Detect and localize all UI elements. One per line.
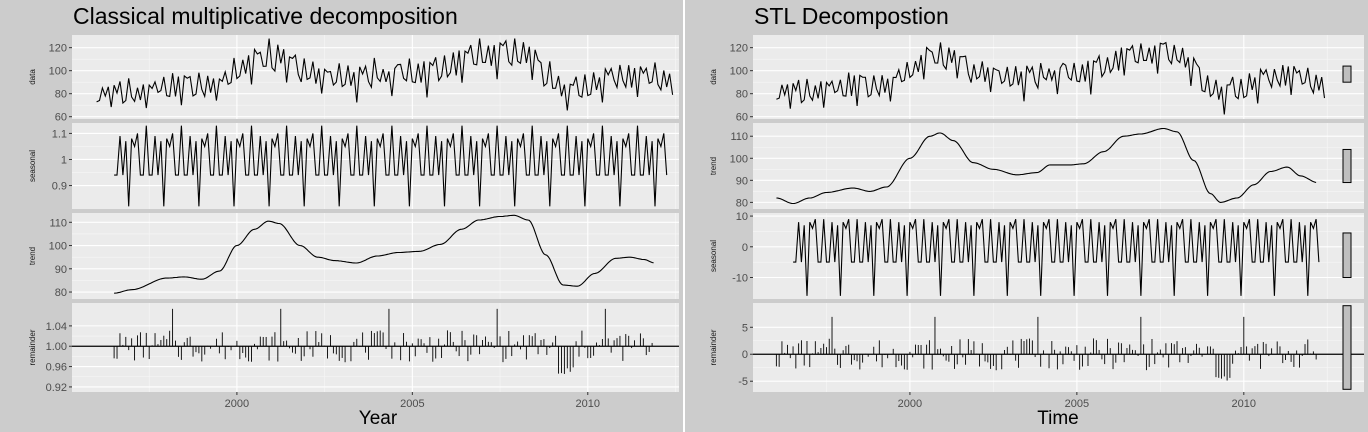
y-tick-label: 80 — [736, 197, 748, 209]
range-bar-remainder — [1342, 305, 1352, 390]
classical-decomposition-panel: Classical multiplicative decomposition 6… — [0, 0, 683, 432]
facet-label-seasonal: seasonal — [709, 240, 718, 272]
facet-background-remainder — [753, 303, 1364, 392]
facet-label-seasonal: seasonal — [28, 150, 37, 182]
y-tick-label: 10 — [736, 211, 748, 223]
facet-label-remainder: remainder — [709, 329, 718, 365]
y-tick-label: 0 — [742, 242, 748, 254]
y-tick-label: 100 — [730, 66, 748, 78]
x-axis-title: Time — [1037, 408, 1079, 429]
chart-title: STL Decompostion — [754, 3, 949, 29]
facet-label-trend: trend — [709, 157, 718, 175]
y-tick-label: 0.96 — [46, 362, 67, 374]
x-tick-label: 2005 — [1065, 398, 1089, 410]
x-tick-label: 2000 — [225, 398, 249, 410]
y-tick-label: 1.00 — [46, 341, 67, 353]
data-series-line — [96, 38, 674, 111]
y-tick-label: 80 — [55, 287, 67, 299]
y-tick-label: 0.92 — [46, 382, 67, 394]
y-tick-label: 100 — [49, 241, 67, 253]
x-axis-title: Year — [358, 408, 398, 429]
y-tick-label: 1.04 — [46, 321, 67, 333]
chart-title: Classical multiplicative decomposition — [73, 3, 458, 29]
seasonal-series-line — [793, 218, 1320, 296]
y-tick-label: 120 — [49, 43, 67, 55]
y-tick-label: 90 — [55, 264, 67, 276]
seasonal-series-line — [114, 125, 668, 207]
facet-label-data: data — [28, 69, 37, 85]
range-bar-trend — [1342, 148, 1352, 184]
facet-background-trend — [753, 123, 1364, 209]
y-tick-label: 0.9 — [52, 181, 67, 193]
y-tick-label: 110 — [730, 131, 748, 143]
y-tick-label: 90 — [736, 175, 748, 187]
stl-decomposition-chart: 60 80 100 120 data 80 90 100 110 trend -10 0 10 seaso… — [709, 35, 1364, 410]
facet-label-trend: trend — [28, 247, 37, 265]
facet-background-remainder — [72, 303, 679, 392]
x-tick-label: 2010 — [1232, 398, 1256, 410]
trend-series-line — [114, 214, 654, 294]
y-tick-label: 5 — [742, 322, 748, 334]
facet-label-data: data — [709, 69, 718, 85]
x-tick-label: 2000 — [898, 398, 922, 410]
y-tick-label: -10 — [732, 273, 748, 285]
y-tick-label: 80 — [736, 89, 748, 101]
range-bar-seasonal — [1342, 232, 1352, 278]
y-tick-label: 0 — [742, 349, 748, 361]
trend-series-line — [776, 127, 1317, 205]
y-tick-label: 100 — [730, 153, 748, 165]
x-tick-label: 2005 — [400, 398, 424, 410]
y-tick-label: -5 — [738, 376, 748, 388]
facet-label-remainder: remainder — [28, 329, 37, 365]
y-tick-label: 60 — [55, 112, 67, 124]
y-tick-label: 120 — [730, 43, 748, 55]
classical-decomposition-chart: 60 80 100 120 data 0.9 1 1.1 seasonal 80 90 100 110 t… — [28, 35, 679, 410]
stl-decomposition-panel: STL Decompostion 60 80 100 120 data 80 90 100 11… — [685, 0, 1368, 432]
range-bar-data — [1342, 65, 1352, 83]
y-tick-label: 60 — [736, 112, 748, 124]
data-series-line — [776, 41, 1326, 115]
y-tick-label: 1.1 — [52, 128, 67, 140]
y-tick-label: 80 — [55, 89, 67, 101]
y-tick-label: 110 — [49, 217, 67, 229]
y-tick-label: 100 — [49, 66, 67, 78]
y-tick-label: 1 — [61, 154, 67, 166]
x-tick-label: 2010 — [576, 398, 600, 410]
